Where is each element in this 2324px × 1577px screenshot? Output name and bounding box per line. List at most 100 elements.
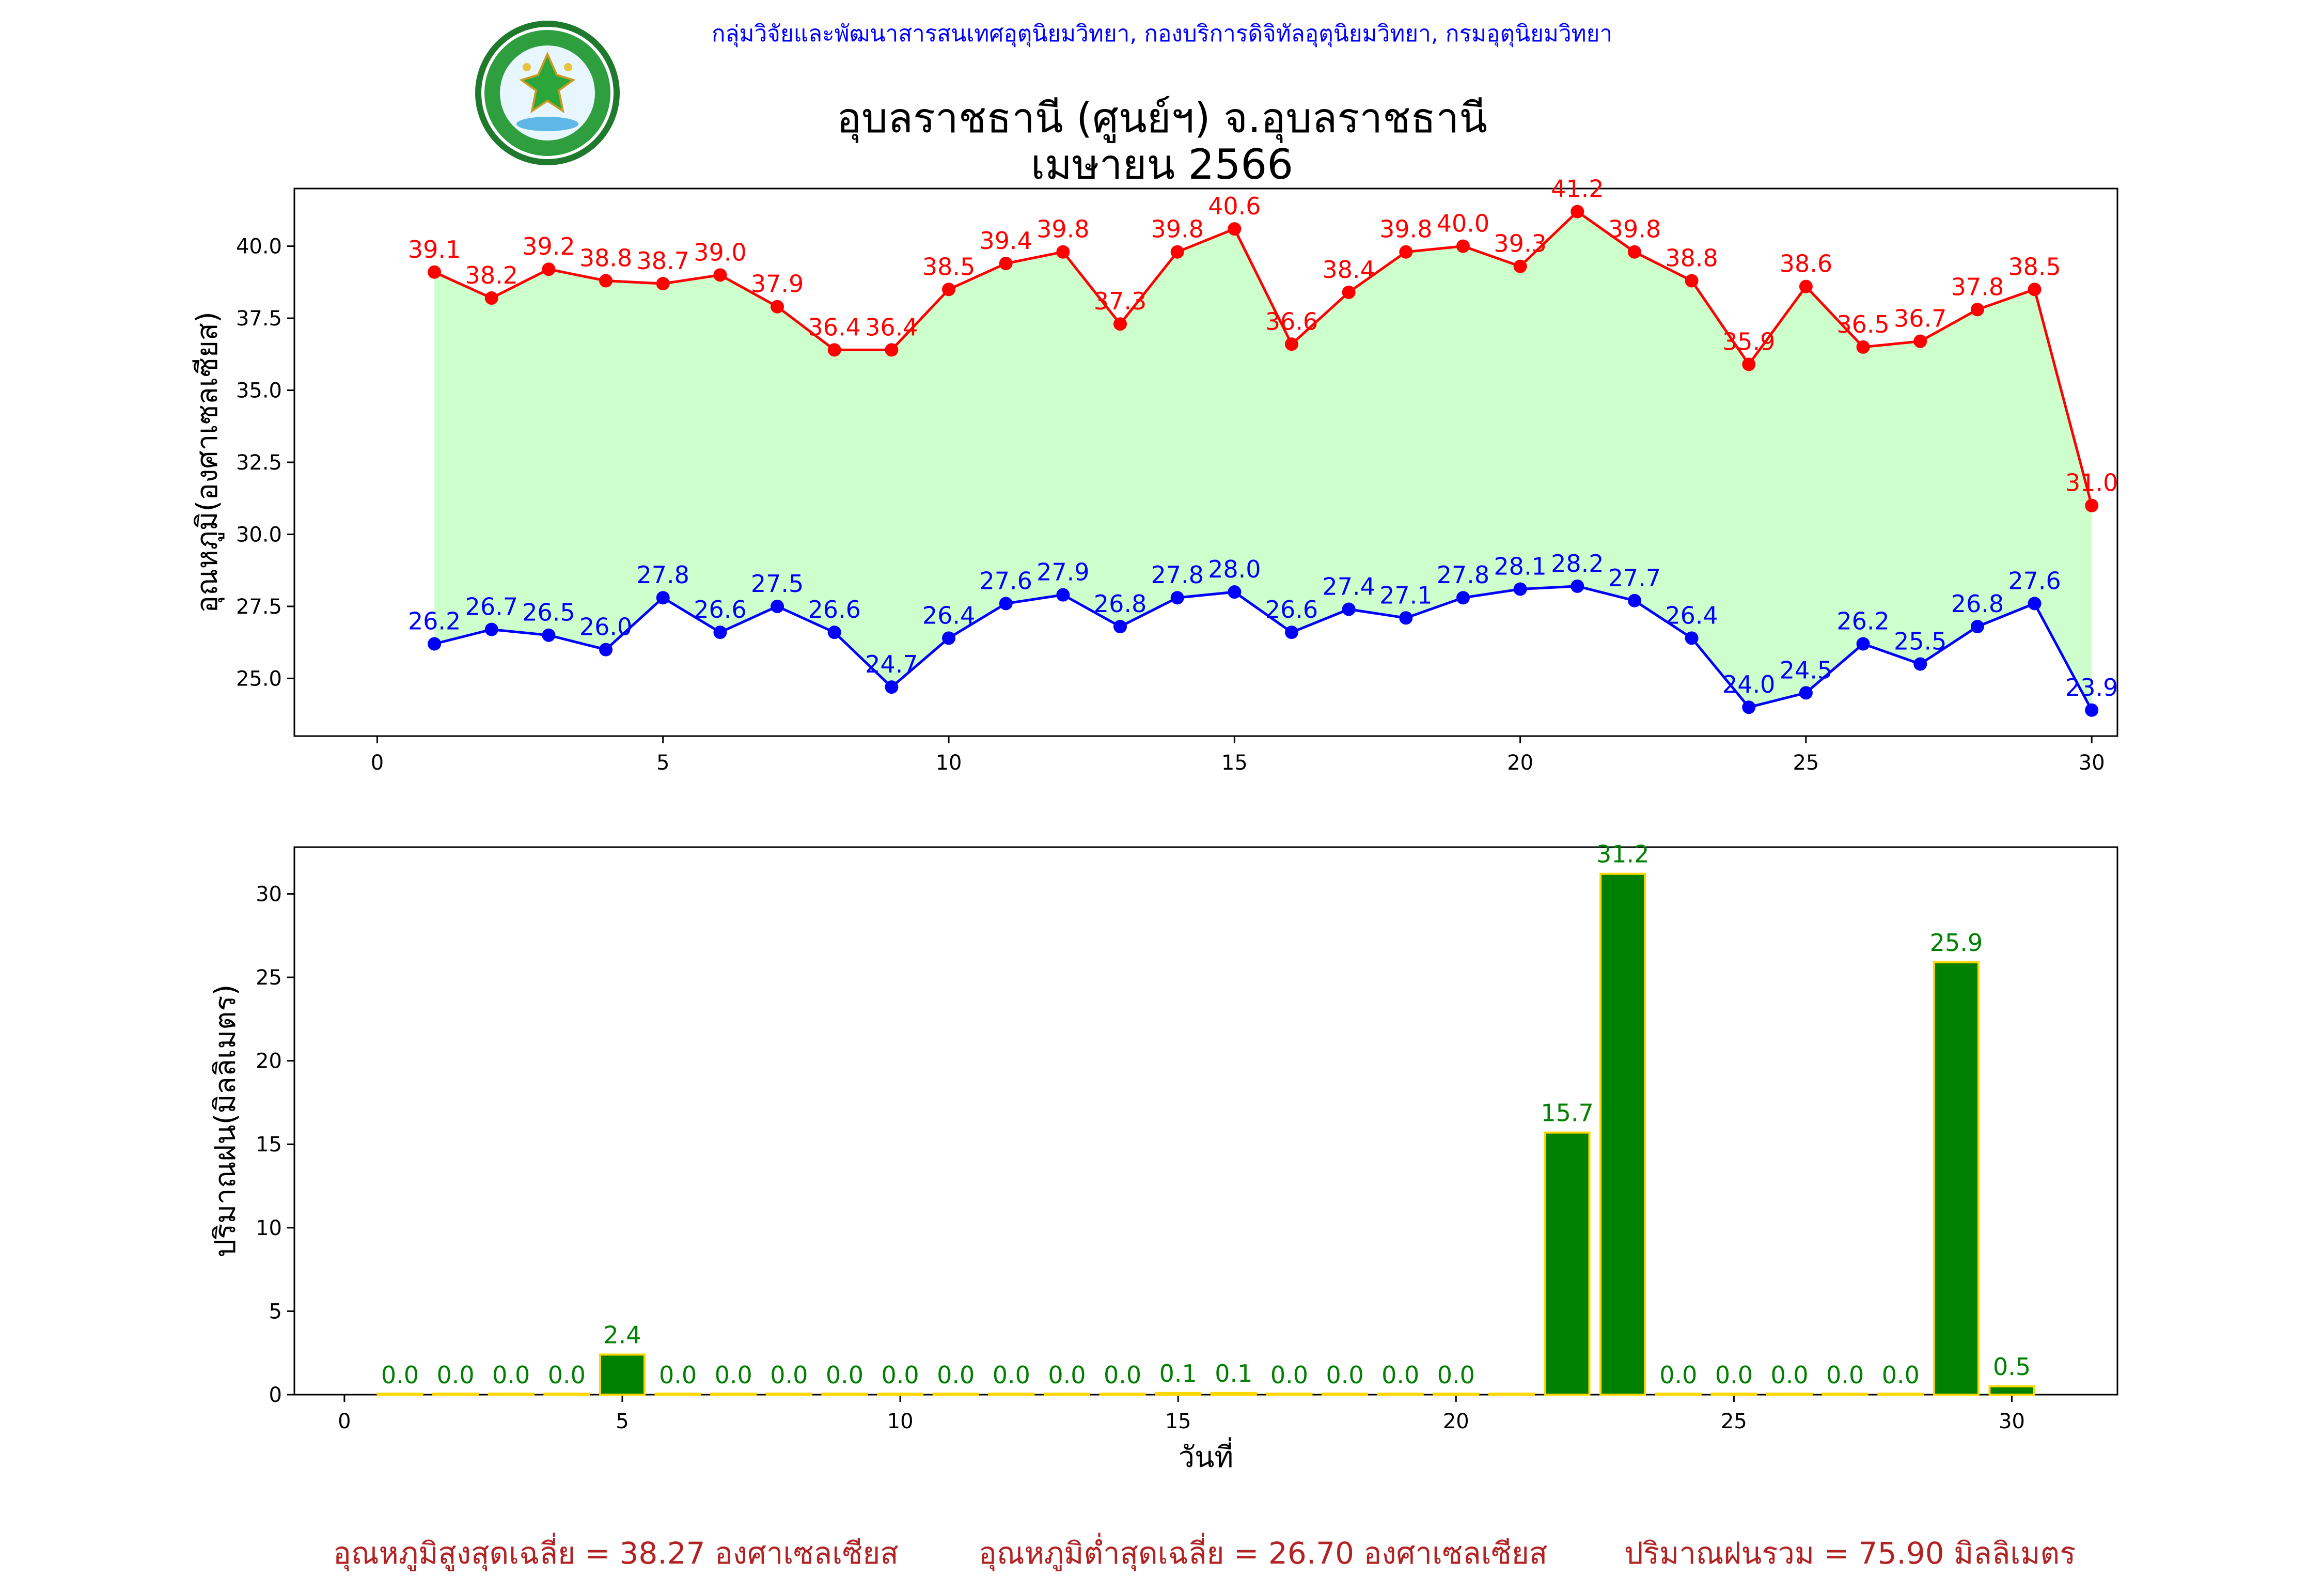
max-temperature-value-label: 39.3 <box>1494 230 1546 258</box>
rainfall-value-label: 25.9 <box>1930 929 1983 957</box>
max-temperature-value-label: 39.1 <box>408 236 461 263</box>
min-temperature-value-label: 27.6 <box>979 567 1032 595</box>
max-temperature-value-label: 37.9 <box>751 270 804 298</box>
rainfall-bar <box>432 1393 479 1396</box>
rainfall-x-tick-label: 20 <box>1443 1410 1469 1433</box>
average-min-summary: อุณหภูมิต่ำสุดเฉลี่ย = 26.70 องศาเซลเซีย… <box>979 1536 1548 1571</box>
rainfall-y-tick-label: 20 <box>256 1050 282 1073</box>
max-temperature-value-label: 36.4 <box>865 313 918 341</box>
max-temperature-value-label: 31.0 <box>2065 469 2118 497</box>
min-temperature-value-label: 27.8 <box>1151 561 1203 589</box>
max-temperature-value-label: 39.8 <box>1151 215 1203 243</box>
max-temperature-value-label: 40.6 <box>1208 192 1261 220</box>
max-temperature-value-label: 38.7 <box>637 247 689 275</box>
max-temperature-point <box>1742 357 1756 371</box>
min-temperature-point <box>1742 700 1756 714</box>
max-temperature-point <box>1856 340 1870 354</box>
min-temperature-point <box>1284 626 1298 639</box>
min-temperature-value-label: 27.9 <box>1037 558 1089 586</box>
rainfall-x-axis-label: วันที่ <box>1179 1437 1234 1474</box>
max-temperature-value-label: 36.6 <box>1265 307 1318 335</box>
temperature-y-tick-label: 27.5 <box>236 595 282 619</box>
temperature-x-tick-label: 20 <box>1507 751 1533 775</box>
rainfall-value-label: 0.0 <box>1715 1361 1753 1389</box>
min-temperature-point <box>713 626 727 639</box>
min-temperature-point <box>542 628 556 642</box>
rainfall-bar <box>1766 1393 1813 1396</box>
rainfall-y-tick-label: 5 <box>269 1300 282 1323</box>
rainfall-value-label: 0.0 <box>1826 1361 1864 1389</box>
max-temperature-point <box>1456 239 1470 253</box>
rainfall-value-label: 0.0 <box>1659 1361 1697 1389</box>
temperature-points <box>428 205 2099 717</box>
temperature-x-tick-label: 25 <box>1793 751 1819 775</box>
max-temperature-value-label: 39.8 <box>1608 215 1661 243</box>
rainfall-bar <box>710 1393 757 1396</box>
max-temperature-point <box>1342 285 1356 299</box>
rainfall-value-label: 0.0 <box>937 1361 975 1389</box>
rainfall-bar <box>1266 1393 1313 1396</box>
min-temperature-value-label: 26.7 <box>465 593 518 621</box>
min-temperature-point <box>1056 588 1070 602</box>
max-temperature-value-label: 38.6 <box>1780 250 1832 278</box>
rainfall-x-tick-label: 10 <box>887 1410 914 1433</box>
rainfall-x-tick-label: 0 <box>338 1410 351 1433</box>
rainfall-value-label: 0.0 <box>826 1361 863 1389</box>
rainfall-bar <box>1933 961 1980 1396</box>
max-temperature-point <box>1056 245 1070 259</box>
min-temperature-value-label: 27.8 <box>1437 561 1489 589</box>
rainfall-y-tick-label: 0 <box>269 1383 282 1407</box>
rainfall-x-tick-label: 15 <box>1165 1410 1191 1433</box>
max-temperature-value-label: 40.0 <box>1437 210 1489 238</box>
max-temperature-point <box>1113 317 1127 331</box>
min-temperature-value-label: 26.8 <box>1094 590 1147 618</box>
max-temperature-point <box>599 274 613 288</box>
temperature-y-tick-label: 25.0 <box>236 667 282 691</box>
rainfall-bar <box>376 1393 423 1396</box>
temperature-y-tick-label: 40.0 <box>236 235 282 259</box>
min-temperature-point <box>1113 620 1127 633</box>
max-temperature-value-label: 35.9 <box>1722 327 1775 355</box>
min-temperature-value-label: 24.0 <box>1722 670 1775 698</box>
max-temperature-value-label: 39.2 <box>522 232 575 260</box>
rainfall-value-label: 0.1 <box>1215 1360 1252 1387</box>
min-temperature-value-label: 27.8 <box>637 561 689 589</box>
max-temperature-point <box>885 343 899 357</box>
rainfall-value-label: 0.0 <box>1770 1361 1808 1389</box>
temperature-y-tick-label: 32.5 <box>236 451 282 475</box>
temperature-fill-area <box>434 211 2092 710</box>
rainfall-bar <box>1821 1393 1868 1396</box>
min-temperature-value-label: 24.5 <box>1780 656 1832 684</box>
min-temperature-point <box>1513 582 1527 596</box>
average-max-summary: อุณหภูมิสูงสุดเฉลี่ย = 38.27 องศาเซลเซีย… <box>333 1536 899 1571</box>
rainfall-value-label: 0.1 <box>1159 1360 1197 1387</box>
max-temperature-value-label: 39.8 <box>1379 215 1432 243</box>
rainfall-bar <box>1710 1393 1757 1396</box>
station-title: อุบลราชธานี (ศูนย์ฯ) จ.อุบลราชธานี <box>837 94 1487 142</box>
temperature-x-tick-label: 10 <box>936 751 962 775</box>
rainfall-bar <box>1433 1393 1480 1396</box>
rainfall-value-label: 0.0 <box>1882 1361 1920 1389</box>
rainfall-bar <box>1988 1385 2035 1396</box>
rainfall-y-axis-label: ปริมาณฝน(มิลลิเมตร) <box>209 985 242 1258</box>
rainfall-value-label: 0.0 <box>548 1361 586 1389</box>
max-temperature-value-label: 38.5 <box>922 253 975 280</box>
max-temperature-point <box>942 283 956 296</box>
rainfall-value-label: 0.0 <box>882 1361 919 1389</box>
min-temperature-line <box>434 585 2093 711</box>
min-temperature-point <box>1228 585 1242 599</box>
temperature-range-fill <box>434 211 2092 710</box>
temperature-x-tick-label: 0 <box>371 751 384 775</box>
rainfall-value-label: 0.0 <box>659 1361 697 1389</box>
rainfall-bar <box>1655 1393 1702 1396</box>
min-temperature-point <box>428 637 442 651</box>
rainfall-x-tick-label: 30 <box>1999 1410 2025 1433</box>
temperature-data-labels: 39.138.239.2 38.8 38.7 39.037.936.4 36.438.5… <box>408 175 2118 701</box>
min-temperature-value-label: 28.0 <box>1208 555 1261 583</box>
rainfall-bar <box>1155 1392 1202 1396</box>
rainfall-bar <box>1043 1393 1090 1396</box>
max-temperature-value-label: 38.5 <box>2008 253 2061 280</box>
max-temperature-point <box>484 291 498 305</box>
rainfall-bar <box>1210 1392 1257 1396</box>
